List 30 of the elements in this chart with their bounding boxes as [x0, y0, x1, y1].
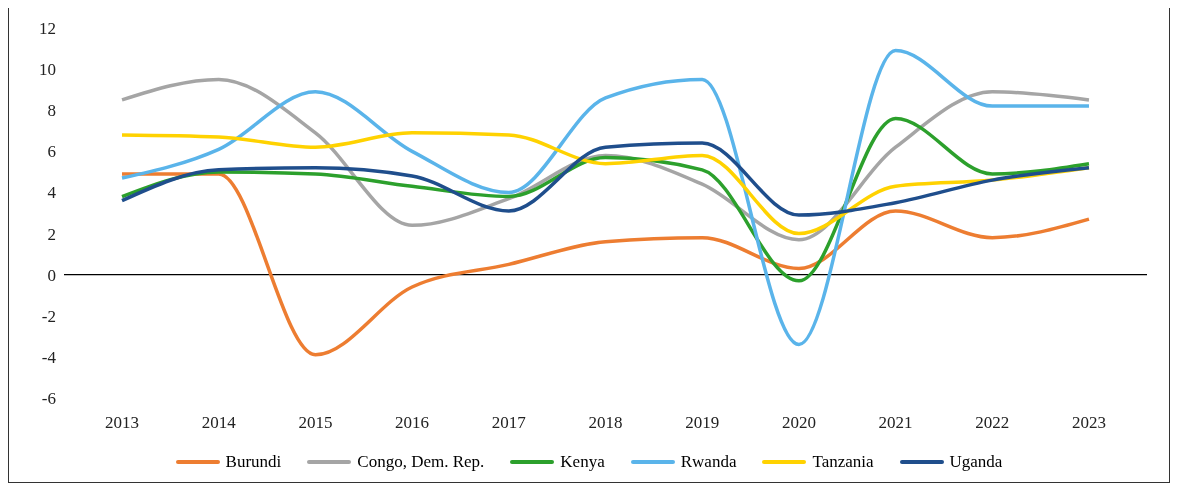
legend-label: Rwanda	[680, 452, 737, 472]
x-tick-label: 2020	[781, 413, 816, 433]
y-tick-label: 4	[47, 183, 57, 203]
legend-label: Congo, Dem. Rep.	[357, 452, 485, 472]
line-series	[120, 141, 1091, 217]
legend-label: Uganda	[949, 452, 1003, 472]
y-tick-label: 8	[47, 101, 56, 121]
x-tick-label: 2013	[105, 413, 140, 433]
x-tick-label: 2014	[201, 413, 237, 433]
y-tick-label: -4	[41, 347, 57, 367]
y-tick-label: 2	[47, 224, 56, 244]
line-series	[120, 48, 1091, 347]
legend-label: Burundi	[225, 452, 282, 472]
x-tick-label: 2023	[1071, 413, 1106, 433]
y-tick-label: 0	[47, 265, 56, 285]
x-tick-label: 2015	[298, 413, 333, 433]
x-tick-label: 2019	[685, 413, 720, 433]
legend-label: Tanzania	[812, 452, 874, 472]
line-series	[120, 172, 1091, 357]
x-tick-label: 2017	[491, 413, 527, 433]
legend-label: Kenya	[560, 452, 605, 472]
x-tick-label: 2018	[588, 413, 623, 433]
y-tick-label: -2	[41, 306, 56, 326]
y-tick-label: 12	[39, 19, 56, 39]
x-tick-label: 2021	[878, 413, 913, 433]
y-tick-label: 10	[39, 60, 56, 80]
x-tick-label: 2016	[395, 413, 430, 433]
y-tick-label: 6	[47, 142, 56, 162]
y-tick-label: -6	[41, 389, 56, 409]
x-tick-label: 2022	[975, 413, 1010, 433]
